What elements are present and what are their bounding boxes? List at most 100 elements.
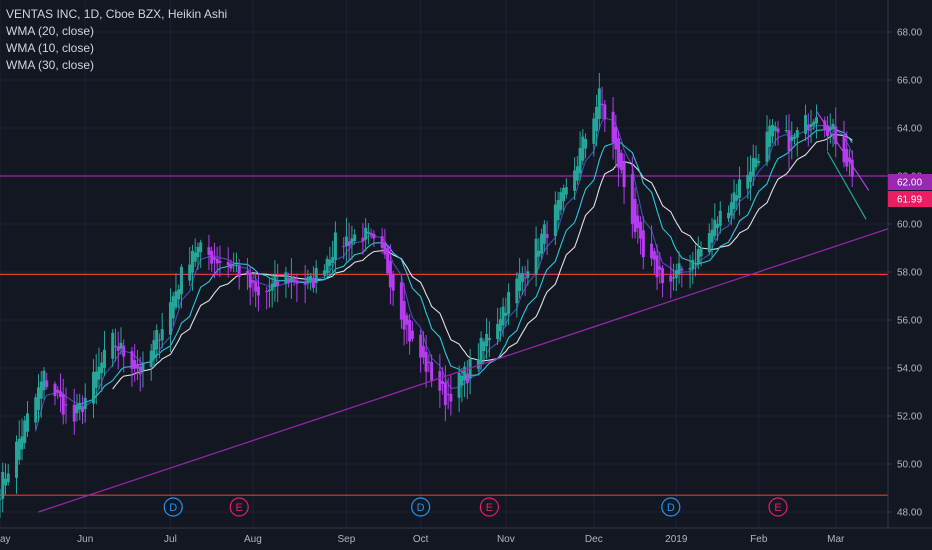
candle-body <box>91 372 95 404</box>
candle-body <box>364 227 368 240</box>
candle-body <box>537 250 541 257</box>
candle-body <box>749 171 753 182</box>
candle-body <box>504 312 508 316</box>
candle-body <box>237 265 241 277</box>
event-marker-letter: E <box>486 502 493 514</box>
price-tags: 62.00 61.99 <box>888 174 932 207</box>
candle-body <box>655 255 659 278</box>
trendline <box>826 151 867 220</box>
candle-body <box>641 230 645 258</box>
legend-wma20[interactable]: WMA (20, close) <box>6 24 95 38</box>
candle-body <box>600 103 604 106</box>
candle-body <box>716 223 720 229</box>
candle-body <box>45 380 49 388</box>
event-marker-letter: E <box>774 502 781 514</box>
candle-body <box>179 266 183 295</box>
candle-body <box>556 200 560 221</box>
candle-body <box>207 247 211 255</box>
candle-body <box>424 351 428 372</box>
candle-body <box>20 436 24 450</box>
time-axis[interactable]: ay Jun Jul Aug Sep Oct Nov Dec 2019 Feb Mar <box>0 527 932 545</box>
candle-body <box>658 266 662 270</box>
legend-title[interactable]: VENTAS INC, 1D, Cboe BZX, Heikin Ashi <box>6 7 228 21</box>
legend-wma10[interactable]: WMA (10, close) <box>6 41 95 55</box>
candle-body <box>487 337 491 341</box>
candle-body <box>284 272 288 284</box>
candle-body <box>542 224 546 244</box>
candle-body <box>674 269 678 279</box>
price-tick-label: 50.00 <box>897 460 922 471</box>
candles <box>0 72 854 518</box>
candle-body <box>14 441 18 478</box>
candle-body <box>776 128 780 133</box>
candle-body <box>100 362 104 374</box>
candle-body <box>619 152 623 170</box>
candle-body <box>251 280 255 283</box>
candle-body <box>482 341 486 351</box>
candle-body <box>804 115 808 134</box>
candle-body <box>168 302 172 335</box>
candle-body <box>421 346 425 358</box>
candle-body <box>826 125 830 136</box>
candle-body <box>636 215 640 229</box>
candle-body <box>23 420 27 443</box>
candle-body <box>463 366 467 381</box>
candle-body <box>97 366 101 380</box>
candle-body <box>735 195 739 201</box>
time-tick-label: Dec <box>585 534 603 545</box>
price-axis[interactable]: 48.00 50.00 52.00 54.00 56.00 58.00 60.00 62.00… <box>887 0 922 528</box>
candle-body <box>386 248 390 274</box>
candle-body <box>446 393 450 395</box>
candle-body <box>116 346 120 351</box>
candle-body <box>639 221 643 239</box>
candle-body <box>520 272 524 283</box>
candle-body <box>757 161 761 163</box>
event-marker-circle <box>661 497 681 517</box>
candle-body <box>677 263 681 275</box>
candle-body <box>347 241 351 247</box>
candle-body <box>25 413 29 432</box>
candle-body <box>350 238 354 244</box>
candle-body <box>56 389 60 393</box>
candle-body <box>661 268 665 283</box>
candle-body <box>545 234 549 238</box>
candle-body <box>823 120 827 131</box>
price-tick-label: 66.00 <box>897 76 922 87</box>
candle-body <box>152 340 156 359</box>
candle-body <box>597 88 601 120</box>
price-tick-label: 52.00 <box>897 412 922 423</box>
legend-wma30[interactable]: WMA (30, close) <box>6 58 95 72</box>
candle-body <box>344 236 348 247</box>
candle-body <box>479 337 483 365</box>
time-tick-label: Sep <box>338 534 356 545</box>
candle-body <box>405 315 409 325</box>
candle-body <box>559 192 563 211</box>
candle-body <box>630 174 634 224</box>
candle-body <box>287 277 291 283</box>
candle-body <box>130 351 134 369</box>
chart-legend: VENTAS INC, 1D, Cboe BZX, Heikin Ashi WM… <box>6 6 227 74</box>
price-tag-label: 62.00 <box>897 178 922 189</box>
candle-body <box>78 402 82 410</box>
price-tick-label: 54.00 <box>897 364 922 375</box>
candle-body <box>149 350 153 367</box>
candle-body <box>765 131 769 163</box>
price-tick-label: 64.00 <box>897 124 922 135</box>
candle-body <box>80 406 84 412</box>
candle-body <box>449 393 453 402</box>
candle-body <box>738 179 742 198</box>
time-tick-label: Oct <box>413 534 429 545</box>
candle-body <box>361 237 365 242</box>
candle-body <box>17 438 21 460</box>
candle-body <box>6 473 10 483</box>
candle-body <box>727 212 731 219</box>
candle-body <box>342 246 346 248</box>
candle-body <box>498 319 502 332</box>
candle-body <box>138 366 142 375</box>
candle-body <box>311 277 315 288</box>
candle-body <box>754 158 758 168</box>
candle-body <box>441 380 445 384</box>
candle-body <box>155 329 159 350</box>
